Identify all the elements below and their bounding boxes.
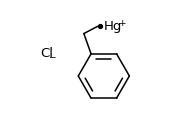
Text: Hg: Hg xyxy=(104,20,122,33)
Text: −: − xyxy=(49,52,56,61)
Text: +: + xyxy=(118,19,125,28)
Text: Cl: Cl xyxy=(40,47,53,60)
